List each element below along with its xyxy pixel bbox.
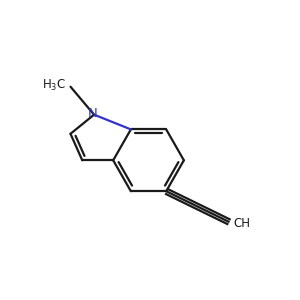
Text: N: N — [88, 107, 98, 120]
Text: CH: CH — [233, 217, 250, 230]
Text: H$_3$C: H$_3$C — [42, 78, 66, 93]
